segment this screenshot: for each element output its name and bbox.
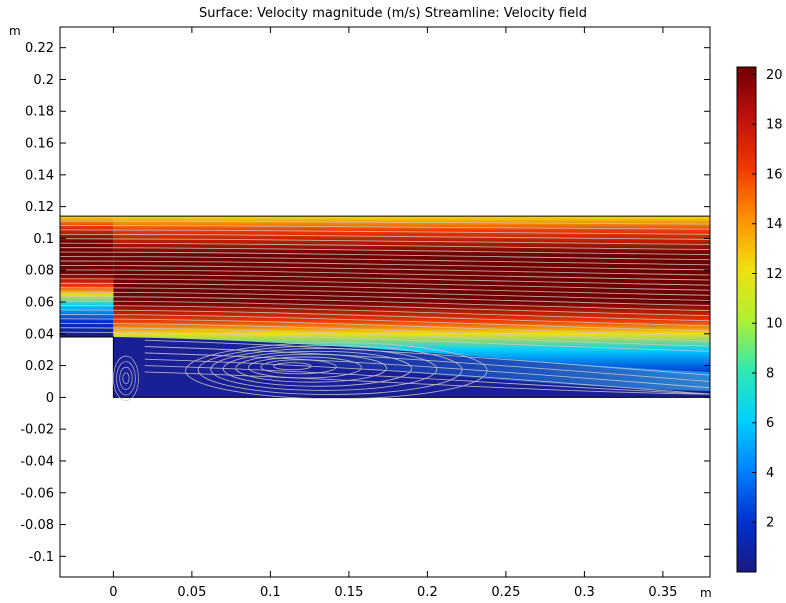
streamline bbox=[59, 278, 711, 291]
eddy-streamline bbox=[197, 345, 463, 395]
x-tick-label: 0.3 bbox=[574, 585, 595, 600]
y-axis: 0.22 0.2 0.18 0.16 0.14 0.12 0.1 0.08 0.06 0.04 0.… bbox=[20, 41, 710, 565]
streamline bbox=[59, 247, 711, 256]
corner-eddy-streamline bbox=[116, 361, 136, 396]
colorbar-tick-label: 12 bbox=[766, 267, 783, 282]
eddy-streamline bbox=[260, 359, 337, 375]
streamline bbox=[59, 260, 711, 271]
x-unit-label: m bbox=[700, 586, 712, 600]
streamline bbox=[59, 322, 711, 342]
streamline bbox=[144, 339, 711, 376]
y-tick-label: -0.08 bbox=[20, 518, 54, 533]
streamline bbox=[59, 233, 711, 240]
x-tick-label: 0.35 bbox=[648, 585, 677, 600]
streamline bbox=[59, 256, 711, 266]
eddy-streamline bbox=[273, 362, 312, 371]
streamline bbox=[59, 242, 711, 250]
streamline bbox=[59, 300, 711, 317]
corner-eddy-streamline bbox=[112, 355, 139, 401]
y-tick-label: 0.2 bbox=[33, 73, 54, 88]
streamline bbox=[59, 287, 711, 301]
streamline bbox=[59, 313, 711, 332]
colorbar-tick-label: 2 bbox=[766, 516, 774, 531]
corner-eddy-streamline bbox=[119, 366, 133, 390]
x-tick-label: 0.1 bbox=[260, 585, 281, 600]
y-tick-label: -0.04 bbox=[20, 454, 54, 469]
streamline bbox=[59, 264, 711, 276]
streamline bbox=[144, 371, 711, 395]
y-tick-label: 0.02 bbox=[25, 359, 54, 374]
x-tick-label: 0.05 bbox=[177, 585, 206, 600]
streamline bbox=[59, 224, 711, 230]
streamline bbox=[144, 365, 711, 395]
colorbar-tick-label: 6 bbox=[766, 416, 774, 431]
streamline bbox=[59, 220, 711, 225]
x-tick-label: 0.25 bbox=[491, 585, 520, 600]
colorbar-tick-label: 14 bbox=[766, 217, 783, 232]
y-unit-label: m bbox=[9, 24, 21, 38]
colorbar-gradient bbox=[736, 66, 757, 573]
streamline bbox=[144, 352, 711, 389]
eddy-streamline bbox=[222, 350, 413, 387]
colorbar-tick-label: 16 bbox=[766, 167, 783, 182]
colorbar-tick-label: 18 bbox=[766, 118, 783, 133]
colorbar-tick-label: 4 bbox=[766, 466, 774, 481]
colorbar-tick-label: 10 bbox=[766, 317, 783, 332]
y-tick-label: -0.02 bbox=[20, 423, 54, 438]
y-tick-label: 0.18 bbox=[25, 105, 54, 120]
eddy-streamline bbox=[210, 347, 438, 391]
streamline bbox=[59, 327, 711, 347]
x-tick-label: 0.2 bbox=[417, 585, 438, 600]
colorbar-tick-label: 20 bbox=[766, 68, 783, 83]
eddy-streamline bbox=[185, 342, 488, 400]
streamline bbox=[59, 318, 711, 337]
corner-eddy-streamline bbox=[122, 372, 130, 385]
x-tick-label: 0 bbox=[109, 585, 117, 600]
y-tick-label: 0.1 bbox=[33, 232, 54, 247]
streamline bbox=[59, 331, 711, 352]
streamline-layer bbox=[59, 220, 711, 401]
streamline bbox=[59, 251, 711, 261]
y-tick-label: 0.22 bbox=[25, 41, 54, 56]
eddy-streamline bbox=[247, 356, 362, 379]
y-tick-label: 0.12 bbox=[25, 200, 54, 215]
y-tick-label: 0.14 bbox=[25, 168, 54, 183]
chart-title: Surface: Velocity magnitude (m/s) Stream… bbox=[199, 6, 587, 21]
streamline bbox=[59, 273, 711, 286]
y-tick-label: 0.16 bbox=[25, 137, 54, 152]
y-tick-label: 0.06 bbox=[25, 296, 54, 311]
streamline bbox=[59, 269, 711, 281]
streamline bbox=[59, 229, 711, 235]
streamline bbox=[59, 282, 711, 296]
inlet-channel-surface bbox=[60, 216, 114, 337]
streamline bbox=[59, 238, 711, 245]
streamline bbox=[59, 309, 711, 327]
streamline bbox=[59, 305, 711, 322]
y-tick-label: 0 bbox=[46, 391, 54, 406]
eddy-streamline bbox=[235, 353, 388, 383]
streamline bbox=[59, 291, 711, 306]
y-tick-label: 0.08 bbox=[25, 264, 54, 279]
x-tick-label: 0.15 bbox=[334, 585, 363, 600]
y-tick-label: -0.06 bbox=[20, 486, 54, 501]
x-axis: 0 0.05 0.1 0.15 0.2 0.25 0.3 0.35 bbox=[109, 27, 677, 600]
colorbar: 20 18 16 14 12 10 8 6 4 2 bbox=[736, 66, 783, 573]
y-tick-label: -0.1 bbox=[29, 550, 54, 565]
y-tick-label: 0.04 bbox=[25, 327, 54, 342]
colorbar-tick-label: 8 bbox=[766, 366, 774, 381]
streamline bbox=[144, 358, 711, 395]
streamline bbox=[59, 296, 711, 312]
